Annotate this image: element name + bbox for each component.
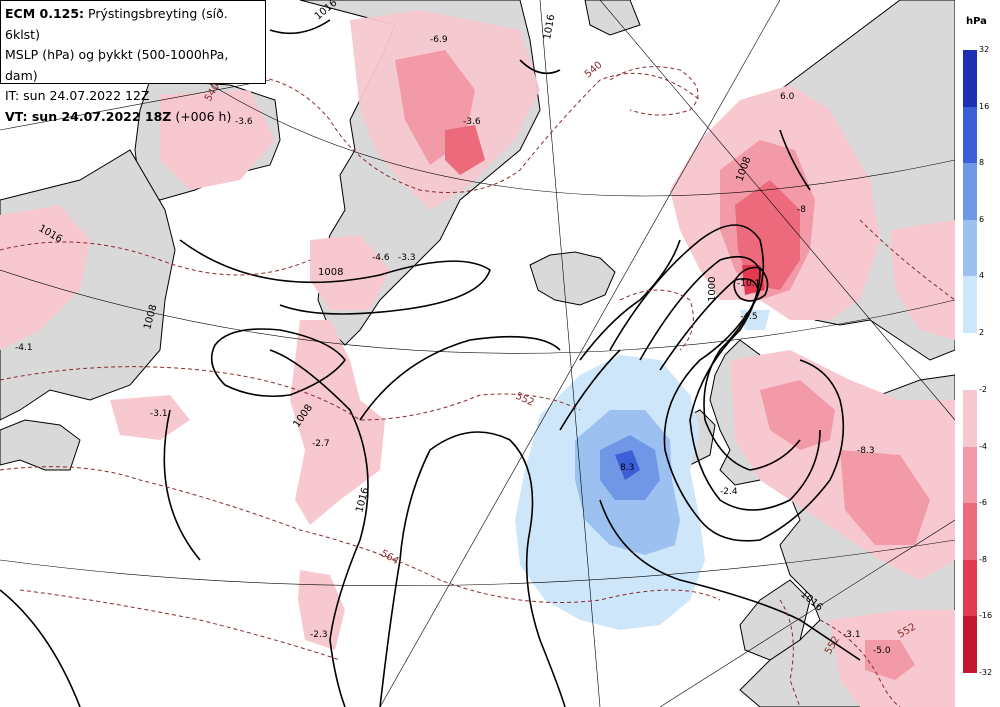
forecast-hour: (+006 h) <box>171 108 232 124</box>
map-label: -3.1 <box>150 409 168 419</box>
map-label: -8.3 <box>857 446 875 456</box>
init-time: IT: sun 24.07.2022 12Z <box>5 88 150 103</box>
isobar-label: 1016 <box>542 14 557 41</box>
legend-tick-label: 4 <box>979 271 985 281</box>
labrador <box>0 419 81 471</box>
legend-tick-label: -6 <box>979 498 987 508</box>
legend-swatch <box>963 219 977 277</box>
valid-time: VT: sun 24.07.2022 18Z <box>5 108 172 124</box>
legend-swatch <box>963 163 977 220</box>
legend-swatch <box>963 276 977 333</box>
field-name: Prýstingsbreyting (síð. 6klst) <box>5 6 228 42</box>
legend-tick-label: 8 <box>979 158 985 168</box>
legend-swatch <box>963 559 977 617</box>
legend-tick-label: -8 <box>979 554 987 564</box>
map-label: -10.1 <box>737 279 760 289</box>
map-info-box: ECM 0.125: Prýstingsbreyting (síð. 6klst… <box>0 0 266 124</box>
legend-tick-label: 6 <box>979 214 985 224</box>
map-label: -4.1 <box>15 343 33 353</box>
legend-tick-label: 16 <box>979 101 990 111</box>
iceland <box>529 251 616 306</box>
map-label: -5.0 <box>873 646 891 656</box>
map-label: -2.7 <box>312 439 330 449</box>
legend-swatch <box>963 503 977 560</box>
thickness-lines <box>0 66 955 707</box>
map-label: -4.5 <box>740 312 758 322</box>
isobar-label: 1008 <box>318 267 343 278</box>
legend-swatch <box>963 390 977 447</box>
pressure-change-labels: -6.9 -3.6 -3.6 -4.6 -3.3 -4.1 -3.1 -2.7 … <box>15 35 891 656</box>
weather-map: -6.9 -3.6 -3.6 -4.6 -3.3 -4.1 -3.1 -2.7 … <box>0 0 955 707</box>
legend-unit: hPa <box>966 16 987 27</box>
legend-swatch <box>963 616 977 673</box>
pressure-fall-shading <box>0 10 955 707</box>
map-label: 8.3 <box>620 463 634 473</box>
isobars <box>0 19 861 707</box>
map-label: -4.6 <box>372 253 390 263</box>
map-label: -2.3 <box>310 630 328 640</box>
model-name: ECM 0.125: <box>5 6 85 21</box>
map-label: 6.0 <box>780 92 795 102</box>
map-label: -3.6 <box>235 117 253 127</box>
isobar-label: 1000 <box>707 277 718 302</box>
legend-swatch <box>963 106 977 164</box>
graticule <box>0 0 955 707</box>
map-label: -6.9 <box>430 35 448 45</box>
title-line: ECM 0.125: Prýstingsbreyting (síð. 6klst… <box>5 4 261 45</box>
legend-swatch <box>963 446 977 504</box>
legend-tick-label: -16 <box>979 611 993 621</box>
map-label: -3.3 <box>398 253 416 263</box>
legend-tick-label: -32 <box>979 668 993 677</box>
map-label: -8 <box>797 205 806 215</box>
subtitle-line: MSLP (hPa) og þykkt (500-1000hPa, dam) <box>5 47 229 83</box>
map-label: -3.6 <box>463 117 481 127</box>
legend-tick-label: 32 <box>979 45 990 54</box>
legend-swatch <box>963 50 977 107</box>
colorbar-legend: hPa 32 16 8 6 4 2 -2 -4 -6 -8 -16 -32 <box>955 0 1000 707</box>
map-label: -2.4 <box>720 487 738 497</box>
iberia <box>739 579 811 661</box>
pressure-rise-shading <box>515 310 770 630</box>
valid-time-line: VT: sun 24.07.2022 18Z (+006 h) <box>5 107 261 128</box>
map-label: -3.1 <box>843 630 861 640</box>
legend-tick-label: 2 <box>979 328 985 337</box>
legend-tick-label: -4 <box>979 441 987 451</box>
legend-tick-label: -2 <box>979 385 987 394</box>
